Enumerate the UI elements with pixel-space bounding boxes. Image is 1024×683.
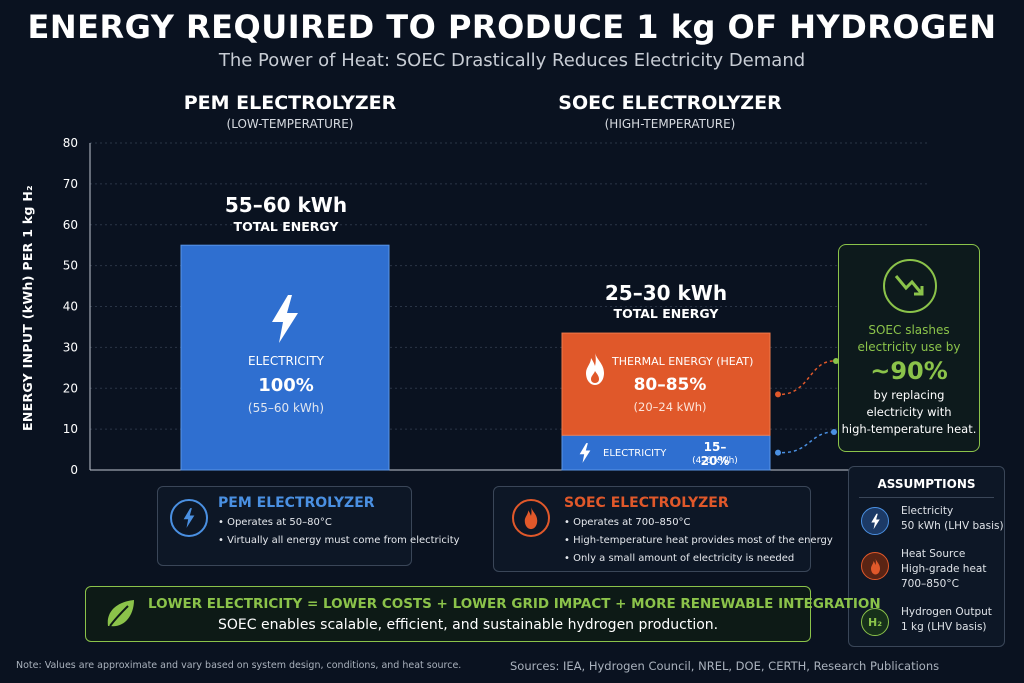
- pem-column-subtitle: (LOW-TEMPERATURE): [226, 117, 354, 131]
- chart-bars: [180, 244, 771, 471]
- soec-card-bullet: • Only a small amount of electricity is …: [564, 553, 795, 564]
- assumption-hydrogen-label: Hydrogen Output: [901, 606, 992, 618]
- assumption-hydrogen-value: 1 kg (LHV basis): [901, 621, 987, 633]
- callout-connectors: [775, 358, 839, 456]
- reduction-callout: SOEC slashes electricity use by ~90% by …: [838, 244, 980, 452]
- hydrogen-icon: H₂: [861, 608, 889, 636]
- soec-total-value: 25–30 kWh: [604, 281, 728, 305]
- banner-headline: LOWER ELECTRICITY = LOWER COSTS + LOWER …: [148, 596, 881, 612]
- y-tick-label: 40: [63, 300, 78, 314]
- assumptions-title: ASSUMPTIONS: [877, 477, 976, 491]
- leaf-icon: [102, 596, 138, 632]
- flame-icon: [582, 352, 608, 386]
- callout-line-4: electricity with: [866, 405, 952, 419]
- callout-line-3: by replacing: [873, 388, 945, 402]
- flame-icon: [512, 499, 550, 537]
- y-tick-label: 10: [63, 422, 78, 436]
- y-tick-label: 80: [63, 136, 78, 150]
- bar-heat-1: [561, 332, 771, 436]
- y-tick-label: 30: [63, 340, 78, 354]
- lightning-small-icon: [578, 443, 592, 463]
- pem-card-bullet: • Virtually all energy must come from el…: [218, 535, 460, 546]
- soec-electricity-percent: 15–20%: [700, 440, 730, 468]
- soec-card-title: SOEC ELECTROLYZER: [564, 495, 729, 511]
- lightning-icon: [255, 295, 315, 345]
- soec-electricity-kwh: (4–6 kWh): [692, 456, 738, 466]
- pem-total-label: TOTAL ENERGY: [233, 219, 339, 234]
- assumption-heat-temp: 700–850°C: [901, 578, 959, 590]
- page-subtitle: The Power of Heat: SOEC Drastically Redu…: [218, 50, 806, 71]
- heat-connector-dot: [775, 391, 781, 398]
- y-axis-label: ENERGY INPUT (kWh) PER 1 kg H₂: [20, 185, 35, 431]
- callout-line-2: electricity use by: [857, 340, 961, 354]
- assumption-electricity-value: 50 kWh (LHV basis): [901, 520, 1004, 532]
- assumptions-panel: ASSUMPTIONS Electricity 50 kWh (LHV basi…: [848, 466, 1005, 647]
- pem-column-title: PEM ELECTROLYZER: [183, 92, 397, 114]
- bar-electricity-0: [180, 244, 390, 471]
- callout-connector-dot: [833, 358, 839, 364]
- assumption-heat-value: High-grade heat: [901, 563, 987, 575]
- electricity-connector-dot: [775, 449, 781, 456]
- soec-heat-percent: 80–85%: [633, 375, 707, 395]
- pem-bar-kwh: (55–60 kWh): [247, 401, 325, 415]
- footer-note: Note: Values are approximate and vary ba…: [16, 660, 462, 671]
- soec-heat-label: THERMAL ENERGY (HEAT): [612, 355, 754, 368]
- assumption-heat-label: Heat Source: [901, 548, 966, 560]
- y-tick-label: 70: [63, 177, 78, 191]
- page-title: ENERGY REQUIRED TO PRODUCE 1 kg OF HYDRO…: [27, 8, 997, 46]
- heat-connector-line: [781, 360, 836, 396]
- callout-line-5: high-temperature heat.: [841, 422, 977, 436]
- soec-heat-kwh: (20–24 kWh): [633, 400, 707, 414]
- pem-card-bullet: • Operates at 50–80°C: [218, 517, 332, 528]
- electricity-connector-line: [781, 431, 835, 454]
- y-tick-label: 60: [63, 218, 78, 232]
- soec-card-bullet: • Operates at 700–850°C: [564, 517, 691, 528]
- callout-line-1: SOEC slashes: [868, 323, 950, 337]
- soec-card-bullet: • High-temperature heat provides most of…: [564, 535, 833, 546]
- pem-total-value: 55–60 kWh: [224, 193, 348, 217]
- summary-banner: LOWER ELECTRICITY = LOWER COSTS + LOWER …: [85, 586, 881, 642]
- trend-down-icon: [883, 259, 937, 313]
- callout-connector-dot: [831, 429, 837, 435]
- flame-icon: [861, 552, 889, 580]
- lightning-icon: [861, 507, 889, 535]
- assumption-electricity-label: Electricity: [901, 505, 954, 517]
- chart-axes: 0 10 20 30 40 50 60 70 80: [63, 136, 930, 477]
- pem-card-title: PEM ELECTROLYZER: [218, 495, 375, 511]
- y-tick-label: 50: [63, 259, 78, 273]
- footer-sources: Sources: IEA, Hydrogen Council, NREL, DO…: [510, 659, 940, 673]
- y-tick-label: 20: [63, 381, 78, 395]
- pem-bar-label: ELECTRICITY: [247, 354, 324, 368]
- callout-percent: ~90%: [870, 357, 948, 385]
- soec-total-label: TOTAL ENERGY: [613, 306, 719, 321]
- y-tick-label: 0: [70, 463, 78, 477]
- soec-electricity-label: ELECTRICITY: [603, 448, 667, 459]
- soec-info-card: SOEC ELECTROLYZER • Operates at 700–850°…: [493, 486, 833, 572]
- lightning-icon: [170, 499, 208, 537]
- soec-column-title: SOEC ELECTROLYZER: [558, 92, 782, 114]
- soec-column-subtitle: (HIGH-TEMPERATURE): [604, 117, 736, 131]
- banner-subtext: SOEC enables scalable, efficient, and su…: [218, 617, 719, 633]
- pem-info-card: PEM ELECTROLYZER • Operates at 50–80°C •…: [157, 486, 460, 566]
- pem-bar-percent: 100%: [258, 375, 314, 396]
- bar-electricity-1: [561, 434, 771, 471]
